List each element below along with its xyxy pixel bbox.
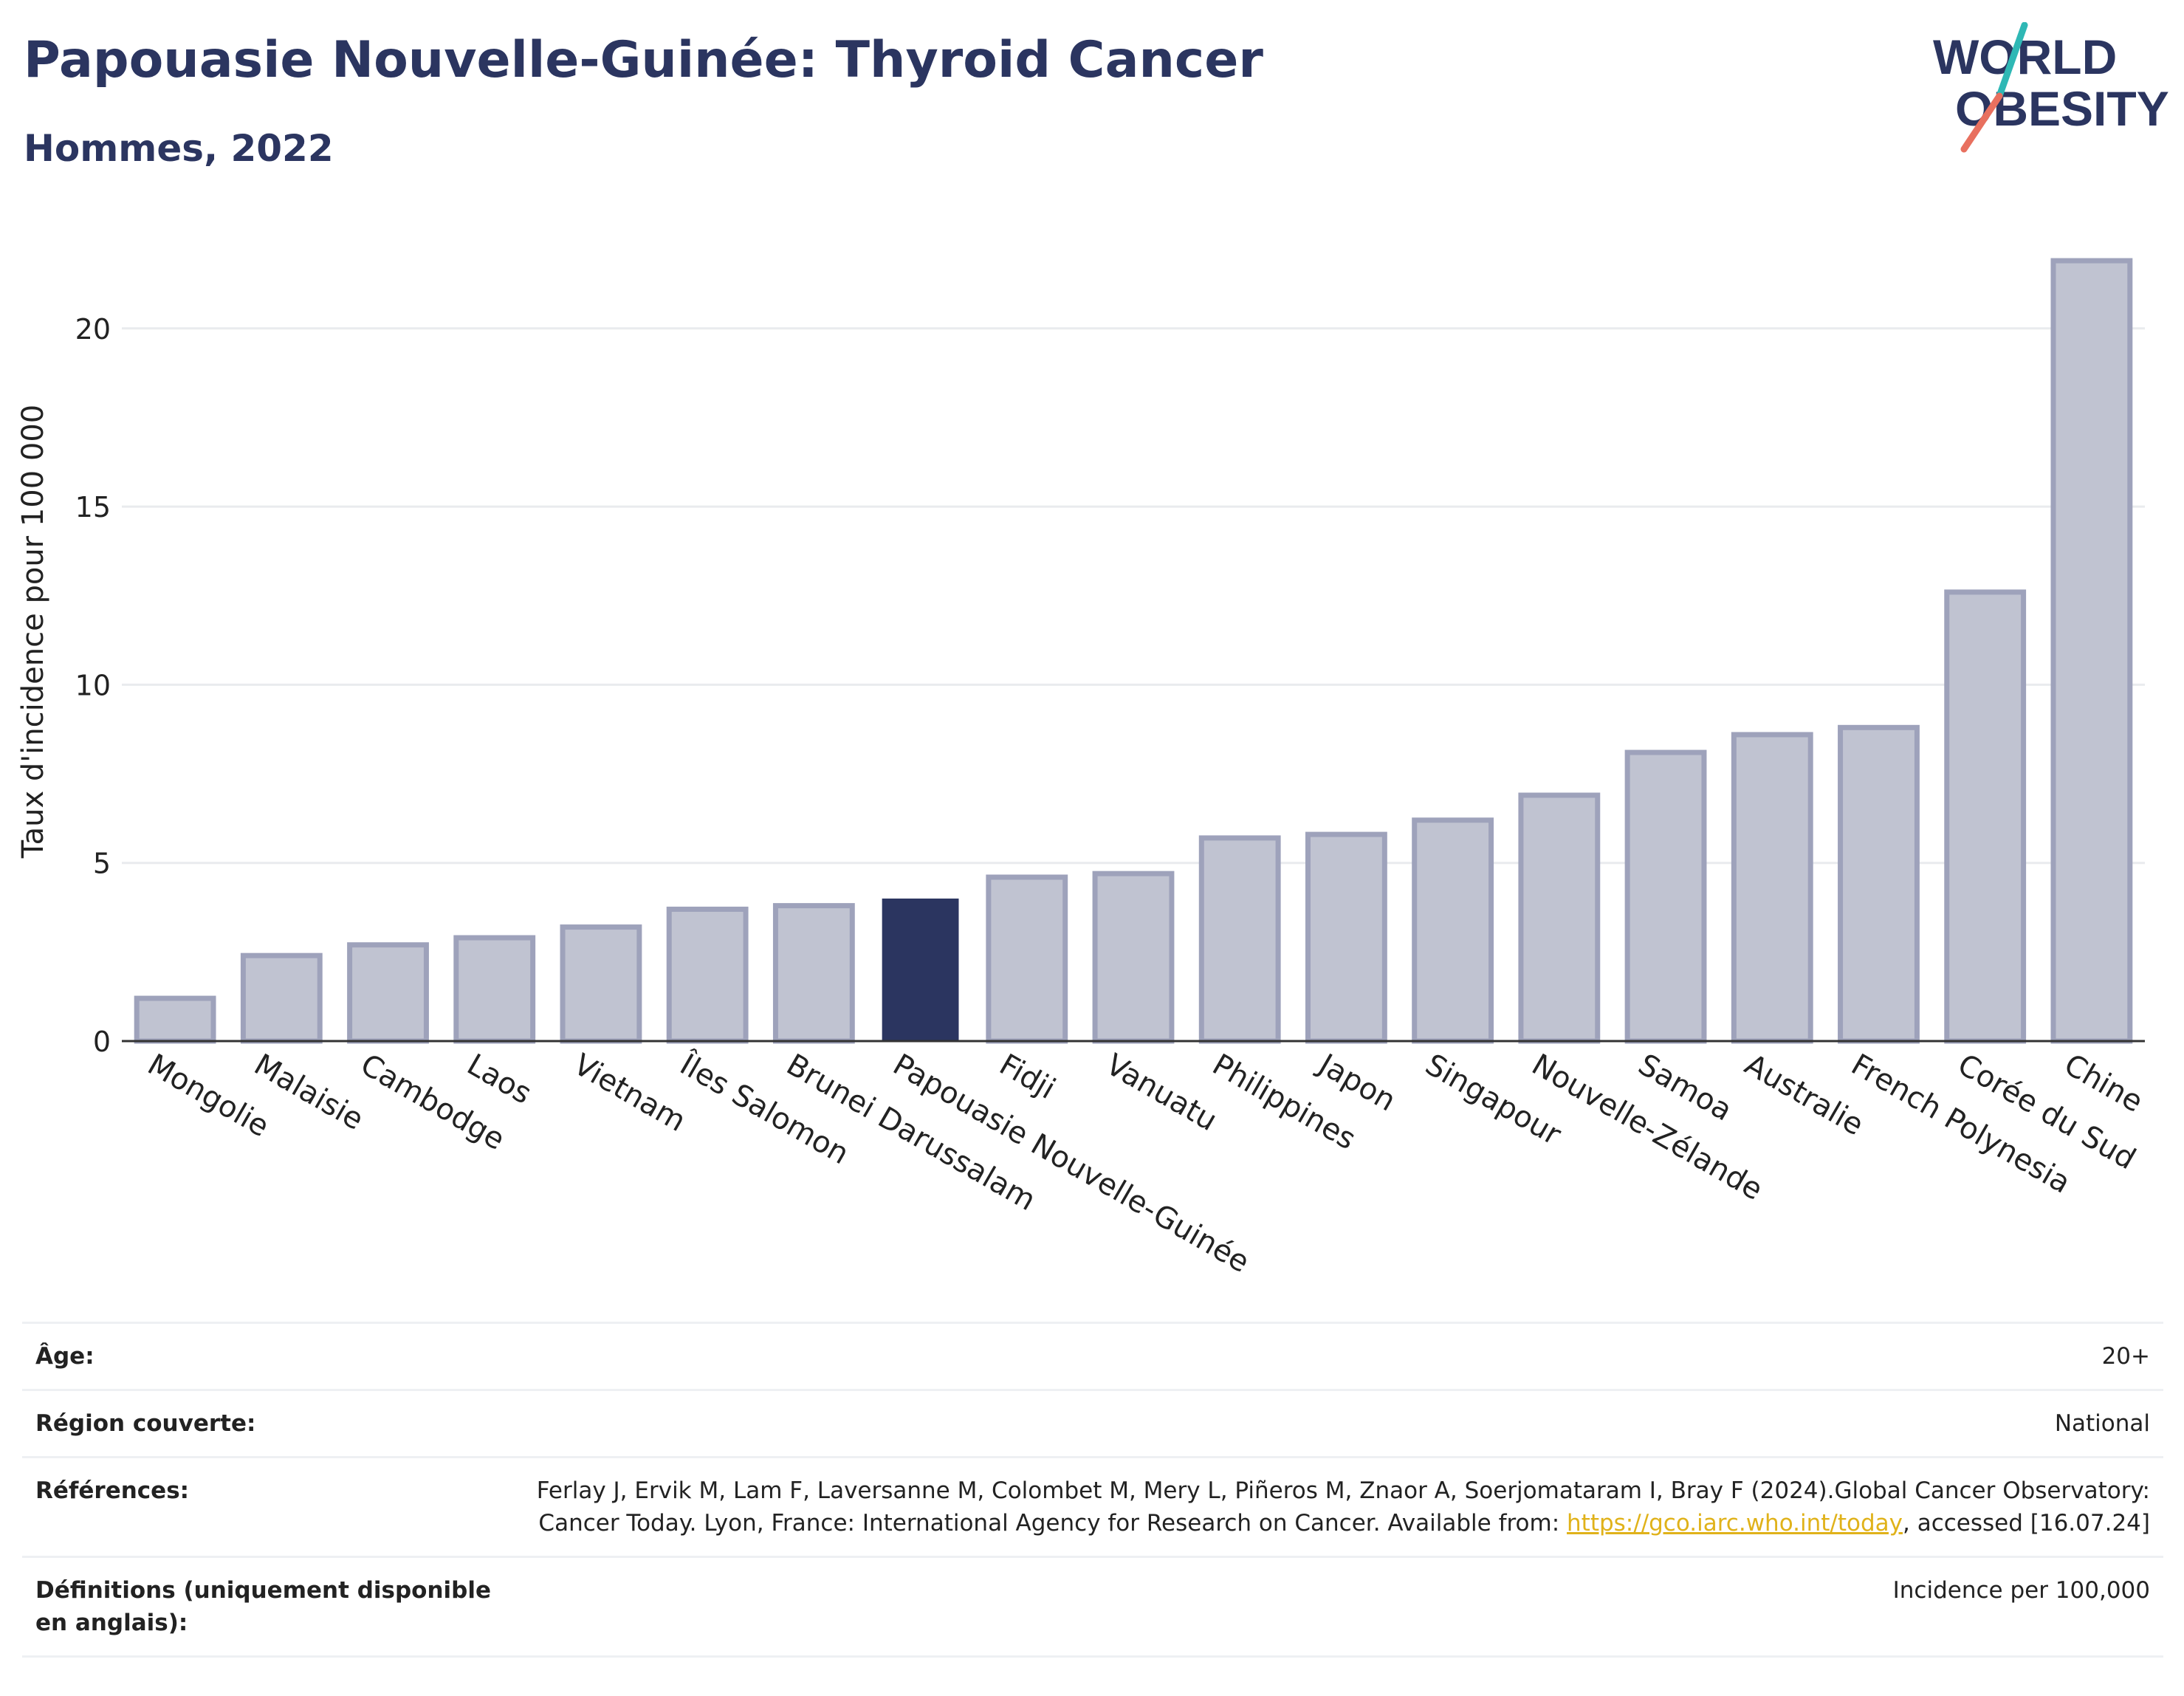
bar-australie — [1731, 732, 1813, 1044]
meta-row-region: Région couverte: National — [22, 1389, 2163, 1458]
chart-subtitle: Hommes, 2022 — [24, 127, 334, 170]
bar-japon — [1305, 831, 1387, 1044]
bar-mongolie — [134, 995, 216, 1044]
logo-text-world: WORLD — [1933, 30, 2117, 84]
x-tick-label: Mongolie — [142, 1048, 275, 1144]
bar-cambodge — [347, 942, 429, 1044]
reference-accessed: , accessed [16.07.24] — [1902, 1510, 2150, 1537]
x-tick-label: Australie — [1739, 1048, 1869, 1142]
y-tick-label: 0 — [93, 1026, 111, 1058]
meta-value-definitions: Incidence per 100,000 — [521, 1556, 2163, 1658]
bar-samoa — [1624, 749, 1707, 1044]
bar-nouvelle-zélande — [1518, 792, 1601, 1044]
bar-philippines — [1198, 835, 1281, 1044]
y-tick-label: 15 — [75, 491, 111, 523]
meta-label-region: Région couverte: — [22, 1389, 521, 1458]
meta-value-age: 20+ — [521, 1322, 2163, 1391]
meta-label-definitions: Définitions (uniquement disponible en an… — [22, 1556, 521, 1658]
bars — [134, 258, 2133, 1044]
bar-chine — [2050, 258, 2133, 1044]
logo-slash-coral — [1960, 92, 2003, 153]
meta-row-references: Références: Ferlay J, Ervik M, Lam F, La… — [22, 1456, 2163, 1558]
bar-papouasie-nouvelle-guinée — [882, 898, 959, 1041]
meta-row-definitions: Définitions (uniquement disponible en an… — [22, 1556, 2163, 1658]
world-obesity-logo: WORLD OBESITY — [1933, 22, 2169, 153]
bar-brunei-darussalam — [772, 903, 855, 1044]
y-tick-label: 10 — [75, 669, 111, 701]
meta-label-references: Références: — [22, 1456, 521, 1558]
x-tick-label: Fidji — [994, 1048, 1061, 1106]
bar-corée-du-sud — [1944, 589, 2027, 1044]
bar-singapour — [1412, 817, 1494, 1044]
bar-laos — [453, 935, 536, 1044]
meta-row-age: Âge: 20+ — [22, 1322, 2163, 1391]
meta-value-region: National — [521, 1389, 2163, 1458]
reference-text: Ferlay J, Ervik M, Lam F, Laversanne M, … — [536, 1477, 2150, 1537]
bar-french-polynesia — [1838, 724, 1920, 1044]
y-tick-label: 20 — [75, 313, 111, 346]
meta-label-age: Âge: — [22, 1322, 521, 1391]
reference-link[interactable]: https://gco.iarc.who.int/today — [1567, 1510, 1903, 1537]
bar-îles-salomon — [666, 906, 749, 1044]
y-axis-label: Taux d'incidence pour 100 000 — [16, 405, 50, 859]
x-tick-label: Vietnam — [568, 1048, 691, 1139]
bar-chart: 0 5 10 15 20 Taux d'incidence pour 100 000 M… — [16, 258, 2149, 1280]
bar-malaisie — [240, 952, 323, 1044]
meta-value-references: Ferlay J, Ervik M, Lam F, Laversanne M, … — [521, 1456, 2163, 1558]
bar-fidji — [986, 874, 1068, 1044]
bar-vanuatu — [1092, 871, 1175, 1044]
logo-slash-teal — [1996, 22, 2028, 100]
y-axis-ticks: 0 5 10 15 20 — [75, 313, 111, 1058]
x-tick-label: Laos — [461, 1048, 538, 1111]
bar-vietnam — [560, 924, 642, 1044]
chart-title: Papouasie Nouvelle-Guinée: Thyroid Cance… — [24, 31, 1263, 89]
x-tick-label: Vanuatu — [1100, 1048, 1223, 1138]
metadata-table: Âge: 20+ Région couverte: National Référ… — [22, 1322, 2163, 1658]
y-tick-label: 5 — [93, 848, 111, 880]
